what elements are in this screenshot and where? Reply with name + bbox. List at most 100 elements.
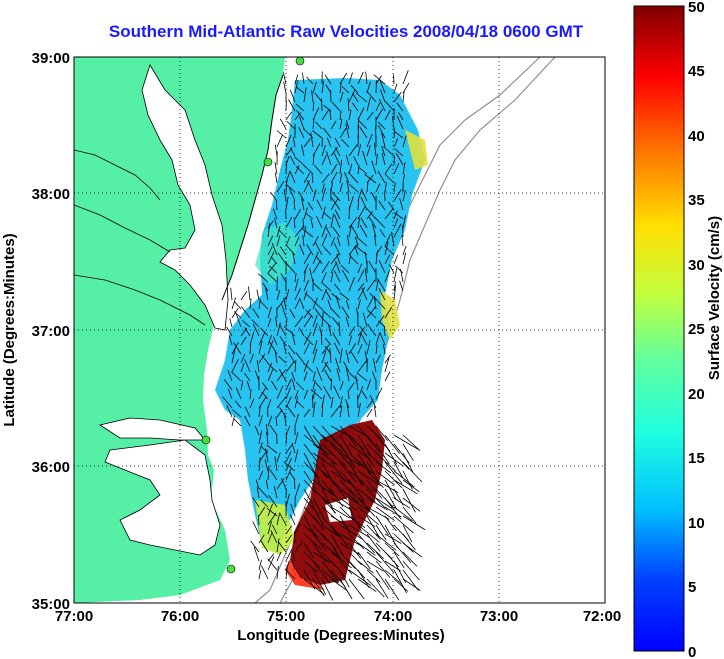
velocity-vector <box>384 182 387 193</box>
velocity-vector <box>375 279 379 292</box>
velocity-vector <box>283 81 287 94</box>
velocity-vector <box>393 138 399 148</box>
velocity-vector <box>393 163 400 175</box>
velocity-vector <box>321 402 324 418</box>
y-tick-label: 39:00 <box>32 50 70 67</box>
velocity-vector <box>324 369 332 382</box>
velocity-vector <box>348 506 362 532</box>
velocity-vector <box>335 261 341 274</box>
velocity-vector <box>291 443 296 454</box>
velocity-vector <box>383 344 386 355</box>
velocity-vector <box>321 452 337 465</box>
colorbar-tick-label: 20 <box>688 386 705 403</box>
velocity-vector <box>402 135 407 148</box>
velocity-vector <box>311 174 314 184</box>
velocity-vector <box>393 551 405 569</box>
velocity-vector <box>357 282 365 292</box>
velocity-vector <box>303 578 325 595</box>
velocity-vector <box>348 533 365 550</box>
velocity-vector <box>301 228 314 238</box>
velocity-vector <box>366 174 374 184</box>
velocity-vector <box>240 336 247 346</box>
velocity-vector <box>402 560 420 581</box>
velocity-vector <box>303 252 311 265</box>
velocity-vector <box>310 389 323 400</box>
velocity-vector <box>324 74 332 85</box>
velocity-vector <box>267 251 275 265</box>
velocity-vector <box>321 260 330 274</box>
velocity-vector <box>285 493 290 508</box>
velocity-vector <box>240 354 246 364</box>
velocity-vector <box>330 171 338 184</box>
velocity-vector <box>312 236 319 247</box>
velocity-vector <box>394 148 404 157</box>
velocity-vector <box>348 569 372 586</box>
velocity-vector <box>321 109 329 121</box>
velocity-vector <box>291 550 296 562</box>
velocity-vector <box>312 425 328 443</box>
velocity-vector <box>364 251 368 265</box>
velocity-vector <box>276 512 281 526</box>
velocity-vector <box>294 390 299 400</box>
velocity-vector <box>366 408 373 418</box>
velocity-vector <box>350 224 359 238</box>
velocity-vector <box>393 506 413 522</box>
velocity-vector <box>366 305 377 319</box>
velocity-vector <box>258 470 264 481</box>
velocity-vector <box>357 578 377 592</box>
velocity-vector <box>283 297 287 310</box>
velocity-vector <box>332 226 341 238</box>
velocity-vector <box>276 297 287 310</box>
y-axis: 39:00 38:00 37:00 36:00 35:00 Latitude (… <box>1 50 70 613</box>
velocity-vector <box>357 402 361 418</box>
velocity-vector <box>295 103 305 112</box>
radar-site-marker <box>226 564 236 574</box>
velocity-vector <box>348 578 365 600</box>
colorbar-tick-label: 15 <box>688 450 705 467</box>
velocity-vector <box>339 127 347 139</box>
velocity-vector <box>393 470 415 488</box>
velocity-vector <box>276 538 280 553</box>
velocity-vector <box>269 265 278 274</box>
velocity-vector <box>249 298 252 310</box>
velocity-vector <box>321 461 332 481</box>
velocity-vector <box>231 307 239 319</box>
velocity-vector <box>375 470 395 486</box>
velocity-vector <box>278 368 287 382</box>
velocity-vector <box>330 479 348 501</box>
velocity-vector <box>375 461 392 474</box>
velocity-vector <box>357 263 362 274</box>
velocity-vector <box>393 128 396 139</box>
velocity-vector <box>321 183 325 193</box>
velocity-vector <box>393 515 414 534</box>
velocity-vector <box>285 111 293 121</box>
velocity-vector <box>267 399 272 409</box>
velocity-vector <box>366 297 374 310</box>
velocity-vector <box>280 273 287 283</box>
colorbar-label: Surface Velocity (cm/s) <box>706 216 723 380</box>
velocity-vector <box>357 189 362 202</box>
velocity-vector <box>265 423 269 436</box>
velocity-vector <box>312 479 335 496</box>
velocity-vector <box>321 488 336 514</box>
velocity-vector <box>288 352 296 364</box>
velocity-vector <box>350 351 359 364</box>
velocity-vector <box>348 335 353 346</box>
velocity-vector <box>366 551 382 564</box>
velocity-vector <box>312 251 319 265</box>
velocity-vector <box>267 317 272 328</box>
velocity-vector <box>358 120 368 130</box>
velocity-vector <box>357 385 364 400</box>
velocity-vector <box>295 165 305 175</box>
velocity-vector <box>303 137 311 148</box>
velocity-vector <box>294 225 305 238</box>
velocity-vector <box>375 479 399 493</box>
velocity-vector <box>362 150 368 166</box>
velocity-vector <box>274 144 278 157</box>
velocity-vector <box>294 272 297 283</box>
velocity-vector <box>360 332 368 346</box>
velocity-vector <box>303 343 310 355</box>
velocity-vector <box>303 172 311 184</box>
velocity-vector <box>312 443 330 455</box>
